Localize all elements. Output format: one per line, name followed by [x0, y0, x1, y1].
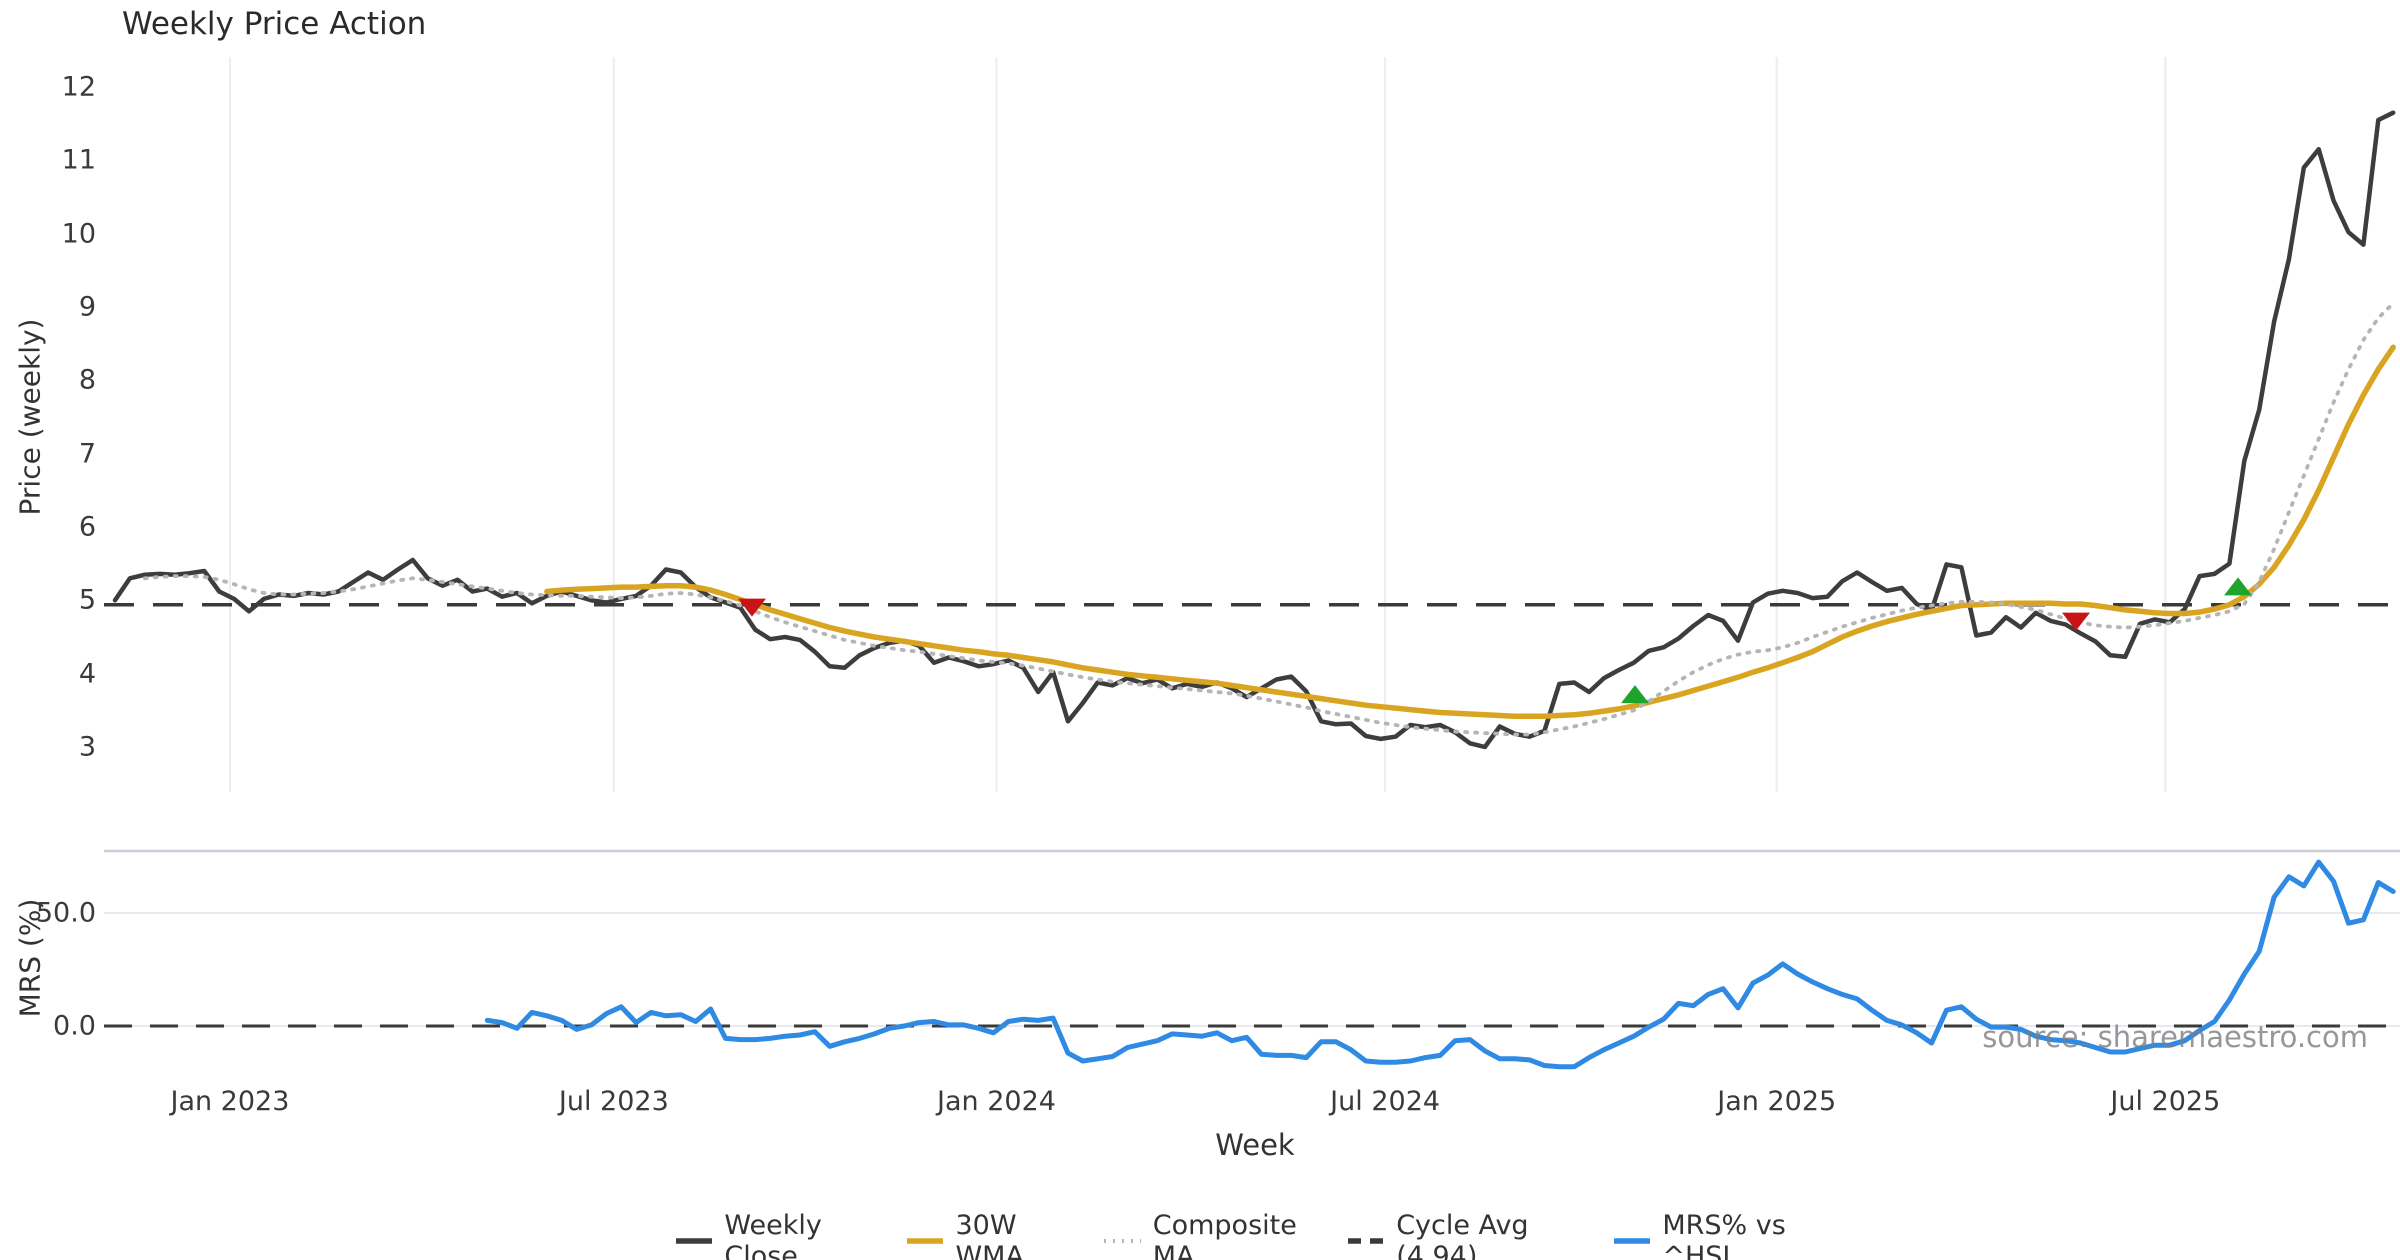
- x-tick-label: Jul 2024: [1330, 1086, 1441, 1117]
- price-ytick-label: 4: [78, 658, 96, 690]
- x-tick-label: Jul 2023: [558, 1086, 669, 1117]
- legend-item: Cycle Avg (4.94): [1347, 1210, 1577, 1260]
- legend-swatch-dotted: [1104, 1239, 1141, 1243]
- legend-swatch-solid: [907, 1238, 944, 1244]
- price-ytick-label: 8: [78, 364, 96, 396]
- x-tick-label: Jan 2025: [1717, 1086, 1837, 1117]
- x-axis-label: Week: [1215, 1128, 1295, 1162]
- legend-item: Composite MA: [1103, 1210, 1310, 1260]
- legend-label: Cycle Avg (4.94): [1396, 1210, 1529, 1260]
- source-note: source: sharemaestro.com: [1982, 1020, 2368, 1054]
- x-tick-label: Jul 2025: [2110, 1086, 2221, 1117]
- legend-swatch-solid: [676, 1238, 713, 1244]
- composite-ma-line: [142, 301, 2396, 737]
- mrs-ytick-label: 0.0: [53, 1010, 96, 1042]
- page-title: Weekly Price Action: [122, 6, 427, 42]
- price-ytick-label: 9: [78, 291, 96, 323]
- price-ytick-label: 6: [78, 511, 96, 543]
- buy-signal-marker: [1620, 685, 1649, 704]
- wma-line: [544, 344, 2396, 719]
- buy-signal-marker: [2224, 577, 2253, 596]
- mrs-ytick-label: 50.0: [35, 897, 96, 929]
- price-ytick-label: 5: [78, 584, 96, 616]
- legend-swatch-dashed: [1347, 1238, 1385, 1244]
- price-ytick-label: 3: [78, 731, 96, 763]
- legend-item: 30W WMA: [906, 1210, 1067, 1260]
- price-axis-label: Price (weekly): [13, 318, 47, 516]
- mrs-line: [484, 859, 2396, 1070]
- legend-item: Weekly Close: [675, 1210, 870, 1260]
- sell-signal-marker: [2062, 612, 2091, 631]
- legend-label: Weekly Close: [724, 1210, 822, 1260]
- x-tick-label: Jan 2024: [937, 1086, 1056, 1117]
- price-ytick-label: 11: [61, 144, 96, 176]
- chart-legend: Weekly Close 30W WMA Composite MA Cycle Avg…: [675, 1210, 1825, 1260]
- price-ytick-label: 7: [78, 438, 96, 470]
- legend-item: MRS% vs ^HSI: [1613, 1210, 1825, 1260]
- x-tick-label: Jan 2023: [170, 1086, 290, 1117]
- legend-label: MRS% vs ^HSI: [1662, 1210, 1786, 1260]
- legend-label: 30W WMA: [955, 1210, 1024, 1260]
- weekly-close-line: [112, 110, 2396, 750]
- legend-label: Composite MA: [1152, 1210, 1297, 1260]
- sell-signal-marker: [737, 598, 766, 617]
- price-ytick-label: 10: [61, 218, 96, 250]
- legend-swatch-solid: [1613, 1238, 1651, 1244]
- price-ytick-label: 12: [61, 71, 96, 103]
